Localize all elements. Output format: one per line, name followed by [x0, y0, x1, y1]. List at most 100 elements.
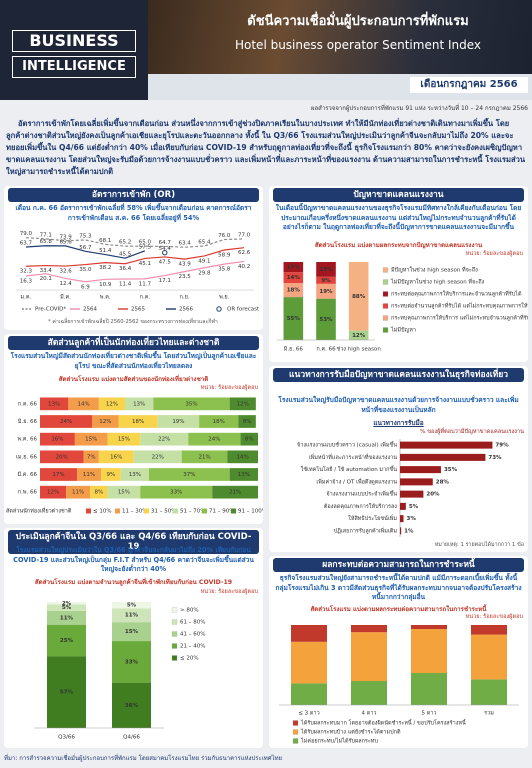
- bar-segment: [199, 415, 239, 428]
- legend-label: 91 – 100%: [238, 509, 263, 515]
- bar-segment: [40, 468, 78, 481]
- bar-segment: [212, 485, 258, 499]
- footer: ที่มา: การสำรวจความเชื่อมั่นผู้ประกอบการ…: [4, 755, 283, 762]
- y-tick-label: เพิ่มค่าจ้าง / OT เพื่อดึงดูดแรงงาน: [316, 477, 397, 485]
- bar: [400, 515, 404, 523]
- data-label: 12%: [352, 333, 366, 339]
- legend-swatch: [382, 279, 389, 285]
- legend-swatch: [382, 267, 389, 273]
- bar-segment: [153, 397, 230, 411]
- data-label: 9%: [106, 472, 115, 478]
- data-label: 19%: [172, 419, 184, 425]
- bar-segment: [112, 682, 151, 728]
- legend-label: 41 – 60%: [180, 632, 205, 638]
- legend-label: มีปัญหาในช่วง high season ที่จะถึง: [391, 266, 479, 274]
- legend-label: ได้รับผลกระทบบ้าง แต่ยังชำระได้ตามปกติ: [300, 729, 401, 736]
- legend-label: ≤ 10%: [93, 509, 112, 515]
- data-label: 36%: [125, 703, 139, 709]
- series-line: [25, 237, 245, 248]
- logo-line: BUSINESS: [12, 30, 136, 52]
- data-label: 15%: [118, 437, 130, 443]
- data-label: 47.5: [159, 259, 172, 265]
- legend-swatch: [171, 607, 178, 613]
- legend-swatch: [216, 306, 222, 312]
- data-label: 33%: [170, 490, 182, 496]
- data-label: 14%: [77, 401, 89, 407]
- legend-swatch: [115, 508, 120, 514]
- x-tick-label: 5 ดาว: [422, 711, 437, 717]
- legend-swatch: [202, 508, 207, 514]
- section-summary: เดือน ก.ค. 66 อัตราการเข้าพักเฉลี่ยที่ 5…: [15, 204, 252, 222]
- bar-segment: [471, 634, 507, 680]
- data-label: 18%: [287, 288, 301, 294]
- data-label: 79.0: [20, 231, 33, 237]
- bar: [400, 527, 402, 535]
- data-label: 38.2: [99, 265, 111, 271]
- data-label: 3%: [407, 516, 417, 522]
- bar-segment: [47, 656, 86, 728]
- y-tick-label: มี.ค. 66: [17, 471, 37, 478]
- section-heading: อัตราการเข้าพัก (OR): [8, 188, 259, 202]
- legend-label: 31 – 50%: [151, 509, 176, 515]
- data-label: 62.6: [238, 250, 251, 256]
- chart-title: แนวทางการรับมือ: [373, 419, 424, 427]
- data-label: 13%: [287, 265, 301, 271]
- bar-segment: [112, 602, 151, 609]
- section-heading: สัดส่วนลูกค้าที่เป็นนักท่องเที่ยวไทยและต…: [8, 336, 259, 350]
- legend-label: ไม่มีปัญหา: [390, 327, 416, 334]
- data-label: 65.6: [59, 239, 72, 245]
- legend-swatch: [292, 729, 299, 735]
- data-label: 8%: [94, 490, 103, 496]
- data-label: 16%: [51, 437, 63, 443]
- unit: หน่วย: ร้อยละของผู้ตอบ: [465, 251, 523, 257]
- bar-segment: [140, 485, 213, 499]
- data-label: 20%: [56, 454, 68, 460]
- bar-segment: [40, 485, 67, 499]
- bar-segment: [240, 432, 258, 446]
- forecast-point: [162, 250, 168, 256]
- bar-segment: [283, 283, 304, 298]
- bar-segment: [227, 450, 258, 464]
- legend-label: 61 – 80%: [180, 620, 205, 626]
- x-tick-label: พ.ค.: [100, 295, 111, 301]
- bar-segment: [90, 485, 108, 499]
- x-tick-label: มิ.ย. 66: [283, 346, 303, 353]
- legend-label: 51 – 70%: [180, 509, 205, 515]
- data-label: 16.3: [20, 279, 33, 285]
- bar-segment: [229, 468, 258, 481]
- legend-swatch: [171, 643, 178, 649]
- note: หมายเหตุ: 1 รายตอบได้มากกว่า 1 ข้อ: [434, 542, 524, 548]
- bar-segment: [40, 415, 93, 428]
- data-label: 15%: [85, 437, 97, 443]
- legend-label: กระทบต่อคุณภาพการให้บริการและจำนวนลูกค้า…: [391, 290, 522, 298]
- data-label: 54.4: [159, 246, 172, 252]
- series-line: [25, 260, 245, 283]
- bar-segment: [181, 450, 228, 464]
- x-tick-label: ก.ย.: [180, 295, 190, 301]
- section-summary: ในเดือนนี้ปัญหาขาดแคลนแรงงานของธุรกิจโรง…: [275, 204, 522, 231]
- data-label: 73.9: [59, 234, 72, 240]
- legend-swatch: [382, 303, 389, 309]
- data-label: 64.7: [159, 240, 172, 246]
- y-tick-label: พ.ค. 66: [17, 437, 37, 443]
- data-label: 33%: [125, 659, 139, 665]
- data-label: 24%: [208, 437, 220, 443]
- bar: [400, 453, 486, 461]
- bar-segment: [149, 468, 230, 481]
- legend-label: Pre-COVID*: [35, 307, 66, 313]
- data-label: 55%: [287, 316, 301, 322]
- bar-segment: [47, 610, 86, 625]
- section-heading: แนวทางการรับมือปัญหาขาดแคลนแรงงานในธุรกิ…: [273, 368, 524, 382]
- legend-swatch: [382, 291, 389, 297]
- data-label: 51.4: [99, 248, 112, 254]
- data-label: 45.1: [139, 261, 151, 267]
- bar-segment: [140, 432, 189, 446]
- y-tick-label: ใช้เทคโนโลยี / ใช้ automation มากขึ้น: [301, 465, 398, 473]
- data-label: 5%: [409, 504, 419, 510]
- data-label: 32.6: [59, 269, 72, 275]
- bar-segment: [351, 625, 387, 633]
- legend-label: > 80%: [180, 608, 199, 614]
- bar: [400, 478, 433, 486]
- series-line: [25, 247, 245, 267]
